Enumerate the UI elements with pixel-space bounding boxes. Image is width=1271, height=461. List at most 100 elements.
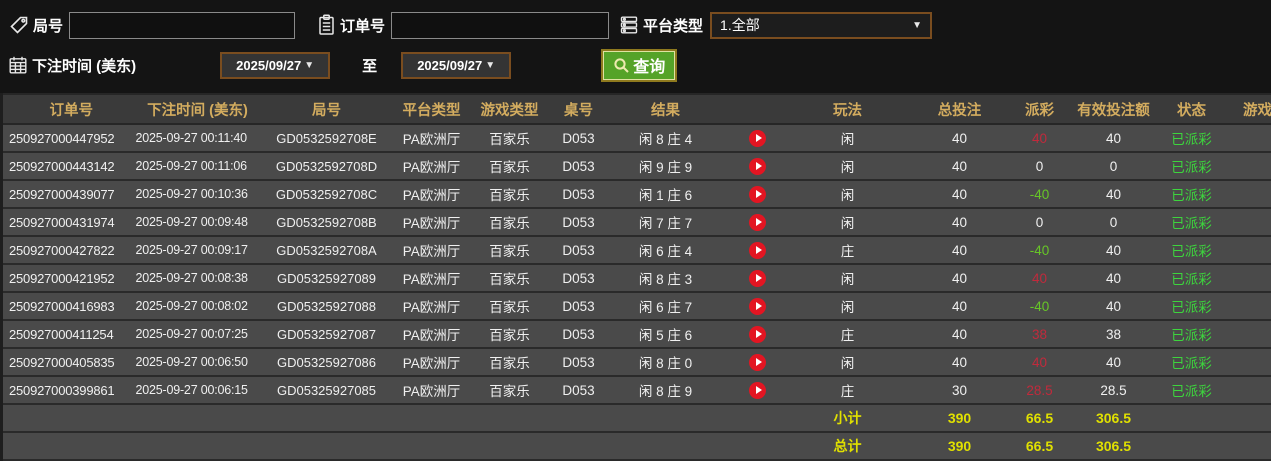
cell-play_type: 庄 (793, 376, 902, 405)
cell-replay (721, 348, 794, 377)
cell-total_bet: 40 (901, 152, 1018, 181)
cell-table_no: D053 (547, 320, 610, 349)
cell-replay (721, 124, 794, 153)
search-icon (613, 57, 630, 74)
replay-play-icon[interactable] (749, 157, 766, 175)
search-button[interactable]: 查询 (601, 48, 678, 82)
round-number-input[interactable] (69, 11, 296, 39)
cell-table_no: D053 (547, 180, 610, 209)
cell-payout: -40 (1017, 180, 1062, 209)
cell-order_no (1, 404, 134, 433)
cell-status: 已派彩 (1165, 264, 1218, 293)
cell-valid_bet: 28.5 (1061, 376, 1166, 405)
cell-result (609, 432, 722, 461)
cell-valid_bet: 40 (1061, 236, 1166, 265)
cell-game_type: 百家乐 (471, 320, 548, 349)
cell-game_detail (1217, 376, 1271, 405)
cell-round_no (261, 432, 392, 461)
cell-status (1165, 404, 1218, 433)
cell-valid_bet: 40 (1061, 292, 1166, 321)
order-number-input[interactable] (391, 11, 610, 39)
cell-game_detail (1217, 180, 1271, 209)
replay-play-icon[interactable] (749, 213, 766, 231)
cell-game_detail (1217, 292, 1271, 321)
cell-platform: PA欧洲厅 (391, 292, 472, 321)
cell-play_type: 闲 (793, 292, 902, 321)
cell-status: 已派彩 (1165, 320, 1218, 349)
cell-order_no: 250927000431974 (1, 208, 134, 237)
cell-round_no: GD05325927088 (261, 292, 392, 321)
platform-type-label: 平台类型 (643, 17, 704, 35)
cell-game_type: 百家乐 (471, 292, 548, 321)
date-from-select[interactable]: 2025/09/27 ▼ (220, 51, 331, 79)
cell-round_no: GD0532592708E (261, 124, 392, 153)
cell-platform (391, 432, 472, 461)
replay-play-icon[interactable] (749, 297, 766, 315)
col-header-result: 结果 (609, 94, 722, 125)
cell-platform (391, 404, 472, 433)
tag-icon (9, 15, 29, 35)
bet-records-table: 订单号 下注时间 (美东) 局号 平台类型 游戏类型 桌号 结果 玩法 总投注 派彩 有效投注额 状态… (0, 93, 1271, 461)
cell-game_detail (1217, 264, 1271, 293)
bet-time-label: 下注时间 (美东) (32, 57, 137, 75)
cell-result: 闲 5 庄 6 (609, 320, 722, 349)
replay-play-icon[interactable] (749, 241, 766, 259)
cell-platform: PA欧洲厅 (391, 180, 472, 209)
cell-valid_bet: 306.5 (1061, 404, 1166, 433)
replay-play-icon[interactable] (749, 353, 766, 371)
cell-result: 闲 6 庄 7 (609, 292, 722, 321)
col-header-platform: 平台类型 (391, 94, 472, 125)
cell-round_no: GD05325927089 (261, 264, 392, 293)
cell-bet_time: 2025-09-27 00:07:25 (133, 320, 262, 349)
cell-table_no: D053 (547, 264, 610, 293)
cell-round_no: GD0532592708C (261, 180, 392, 209)
cell-table_no: D053 (547, 124, 610, 153)
cell-game_detail (1217, 208, 1271, 237)
cell-bet_time: 2025-09-27 00:06:50 (133, 348, 262, 377)
cell-table_no: D053 (547, 152, 610, 181)
col-header-play_type: 玩法 (793, 94, 902, 125)
cell-payout: -40 (1017, 236, 1062, 265)
replay-play-icon[interactable] (749, 185, 766, 203)
cell-valid_bet: 38 (1061, 320, 1166, 349)
table-row: 250927000431974 2025-09-27 00:09:48 GD0532… (1, 208, 1271, 237)
cell-total_bet: 40 (901, 180, 1018, 209)
replay-play-icon[interactable] (749, 269, 766, 287)
cell-game_detail (1217, 404, 1271, 433)
cell-play_type: 闲 (793, 264, 902, 293)
replay-play-icon[interactable] (749, 129, 766, 147)
table-row: 250927000399861 2025-09-27 00:06:15 GD0532… (1, 376, 1271, 405)
cell-valid_bet: 40 (1061, 124, 1166, 153)
cell-total_bet: 40 (901, 236, 1018, 265)
replay-play-icon[interactable] (749, 325, 766, 343)
cell-order_no: 250927000405835 (1, 348, 134, 377)
cell-play_type: 小计 (793, 404, 902, 433)
date-to-select[interactable]: 2025/09/27 ▼ (401, 51, 512, 79)
cell-round_no: GD05325927086 (261, 348, 392, 377)
platform-type-select[interactable]: 1.全部 ▼ (710, 11, 933, 39)
cell-status: 已派彩 (1165, 124, 1218, 153)
cell-valid_bet: 40 (1061, 264, 1166, 293)
col-header-replay (721, 94, 794, 125)
cell-total_bet: 40 (901, 208, 1018, 237)
cell-round_no: GD0532592708D (261, 152, 392, 181)
cell-round_no: GD0532592708B (261, 208, 392, 237)
cell-play_type: 庄 (793, 320, 902, 349)
cell-game_detail (1217, 432, 1271, 461)
cell-play_type: 总计 (793, 432, 902, 461)
cell-round_no: GD0532592708A (261, 236, 392, 265)
cell-result: 闲 1 庄 6 (609, 180, 722, 209)
cell-game_type: 百家乐 (471, 348, 548, 377)
cell-replay (721, 376, 794, 405)
cell-table_no (547, 432, 610, 461)
cell-table_no: D053 (547, 348, 610, 377)
cell-game_type: 百家乐 (471, 124, 548, 153)
replay-play-icon[interactable] (749, 381, 766, 399)
search-button-label: 查询 (633, 59, 666, 76)
col-header-game_type: 游戏类型 (471, 94, 548, 125)
cell-replay (721, 320, 794, 349)
cell-play_type: 闲 (793, 152, 902, 181)
cell-result: 闲 8 庄 0 (609, 348, 722, 377)
cell-total_bet: 30 (901, 376, 1018, 405)
cell-status: 已派彩 (1165, 180, 1218, 209)
